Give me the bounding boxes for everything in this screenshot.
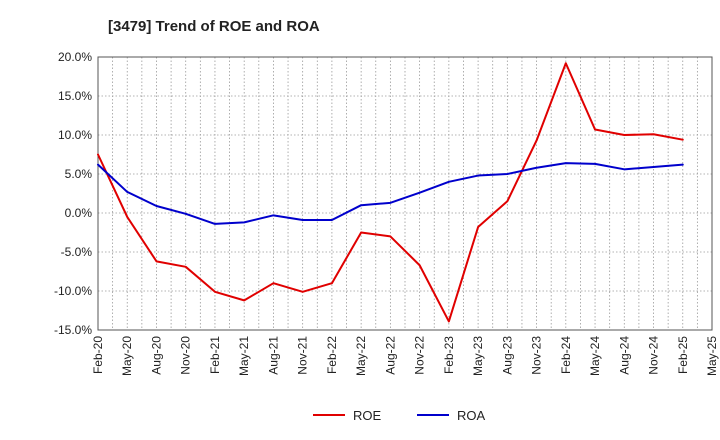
x-tick-label: Nov-24 [647, 336, 661, 375]
x-tick-label: Feb-22 [325, 336, 339, 374]
series-layer [97, 62, 684, 323]
x-tick-label: Nov-22 [413, 336, 427, 375]
x-tick-label: May-21 [237, 336, 251, 376]
x-tick-label: May-24 [588, 336, 602, 376]
x-tick-label: Aug-24 [617, 336, 631, 375]
x-tick-label: Feb-23 [442, 336, 456, 374]
y-tick-label: -15.0% [54, 323, 92, 337]
x-tick-label: Feb-21 [208, 336, 222, 374]
axis-layer: -15.0% -10.0% -5.0% 0.0% 5.0% 10.0% 15.0% 20.0%… [54, 50, 719, 376]
x-tick-label: Aug-22 [383, 336, 397, 375]
x-tick-label: Aug-23 [500, 336, 514, 375]
plot-frame [97, 56, 713, 331]
y-tick-label: 15.0% [58, 89, 92, 103]
y-tick-label: 10.0% [58, 128, 92, 142]
grid-layer [97, 56, 713, 331]
x-tick-label: Aug-21 [266, 336, 280, 375]
chart-title: [3479] Trend of ROE and ROA [108, 18, 320, 35]
x-tick-label: May-22 [354, 336, 368, 376]
x-tick-label: Feb-20 [91, 336, 105, 374]
x-tick-label: Nov-21 [296, 336, 310, 375]
series-line-roe [97, 62, 684, 323]
y-tick-label: 20.0% [58, 50, 92, 64]
x-tick-label: May-23 [471, 336, 485, 376]
legend: ROE ROA [313, 408, 486, 423]
y-tick-label: -10.0% [54, 284, 92, 298]
x-tick-label: Aug-20 [149, 336, 163, 375]
series-line-roa [97, 162, 684, 225]
x-tick-label: Feb-24 [559, 336, 573, 374]
y-tick-label: -5.0% [61, 245, 93, 259]
x-tick-label: May-25 [705, 336, 719, 376]
x-tick-label: Nov-23 [530, 336, 544, 375]
x-tick-label: Feb-25 [676, 336, 690, 374]
x-tick-label: May-20 [120, 336, 134, 376]
legend-label-roe: ROE [353, 408, 382, 423]
y-tick-label: 5.0% [65, 167, 93, 181]
x-tick-label: Nov-20 [179, 336, 193, 375]
y-tick-label: 0.0% [65, 206, 93, 220]
legend-label-roa: ROA [457, 408, 486, 423]
